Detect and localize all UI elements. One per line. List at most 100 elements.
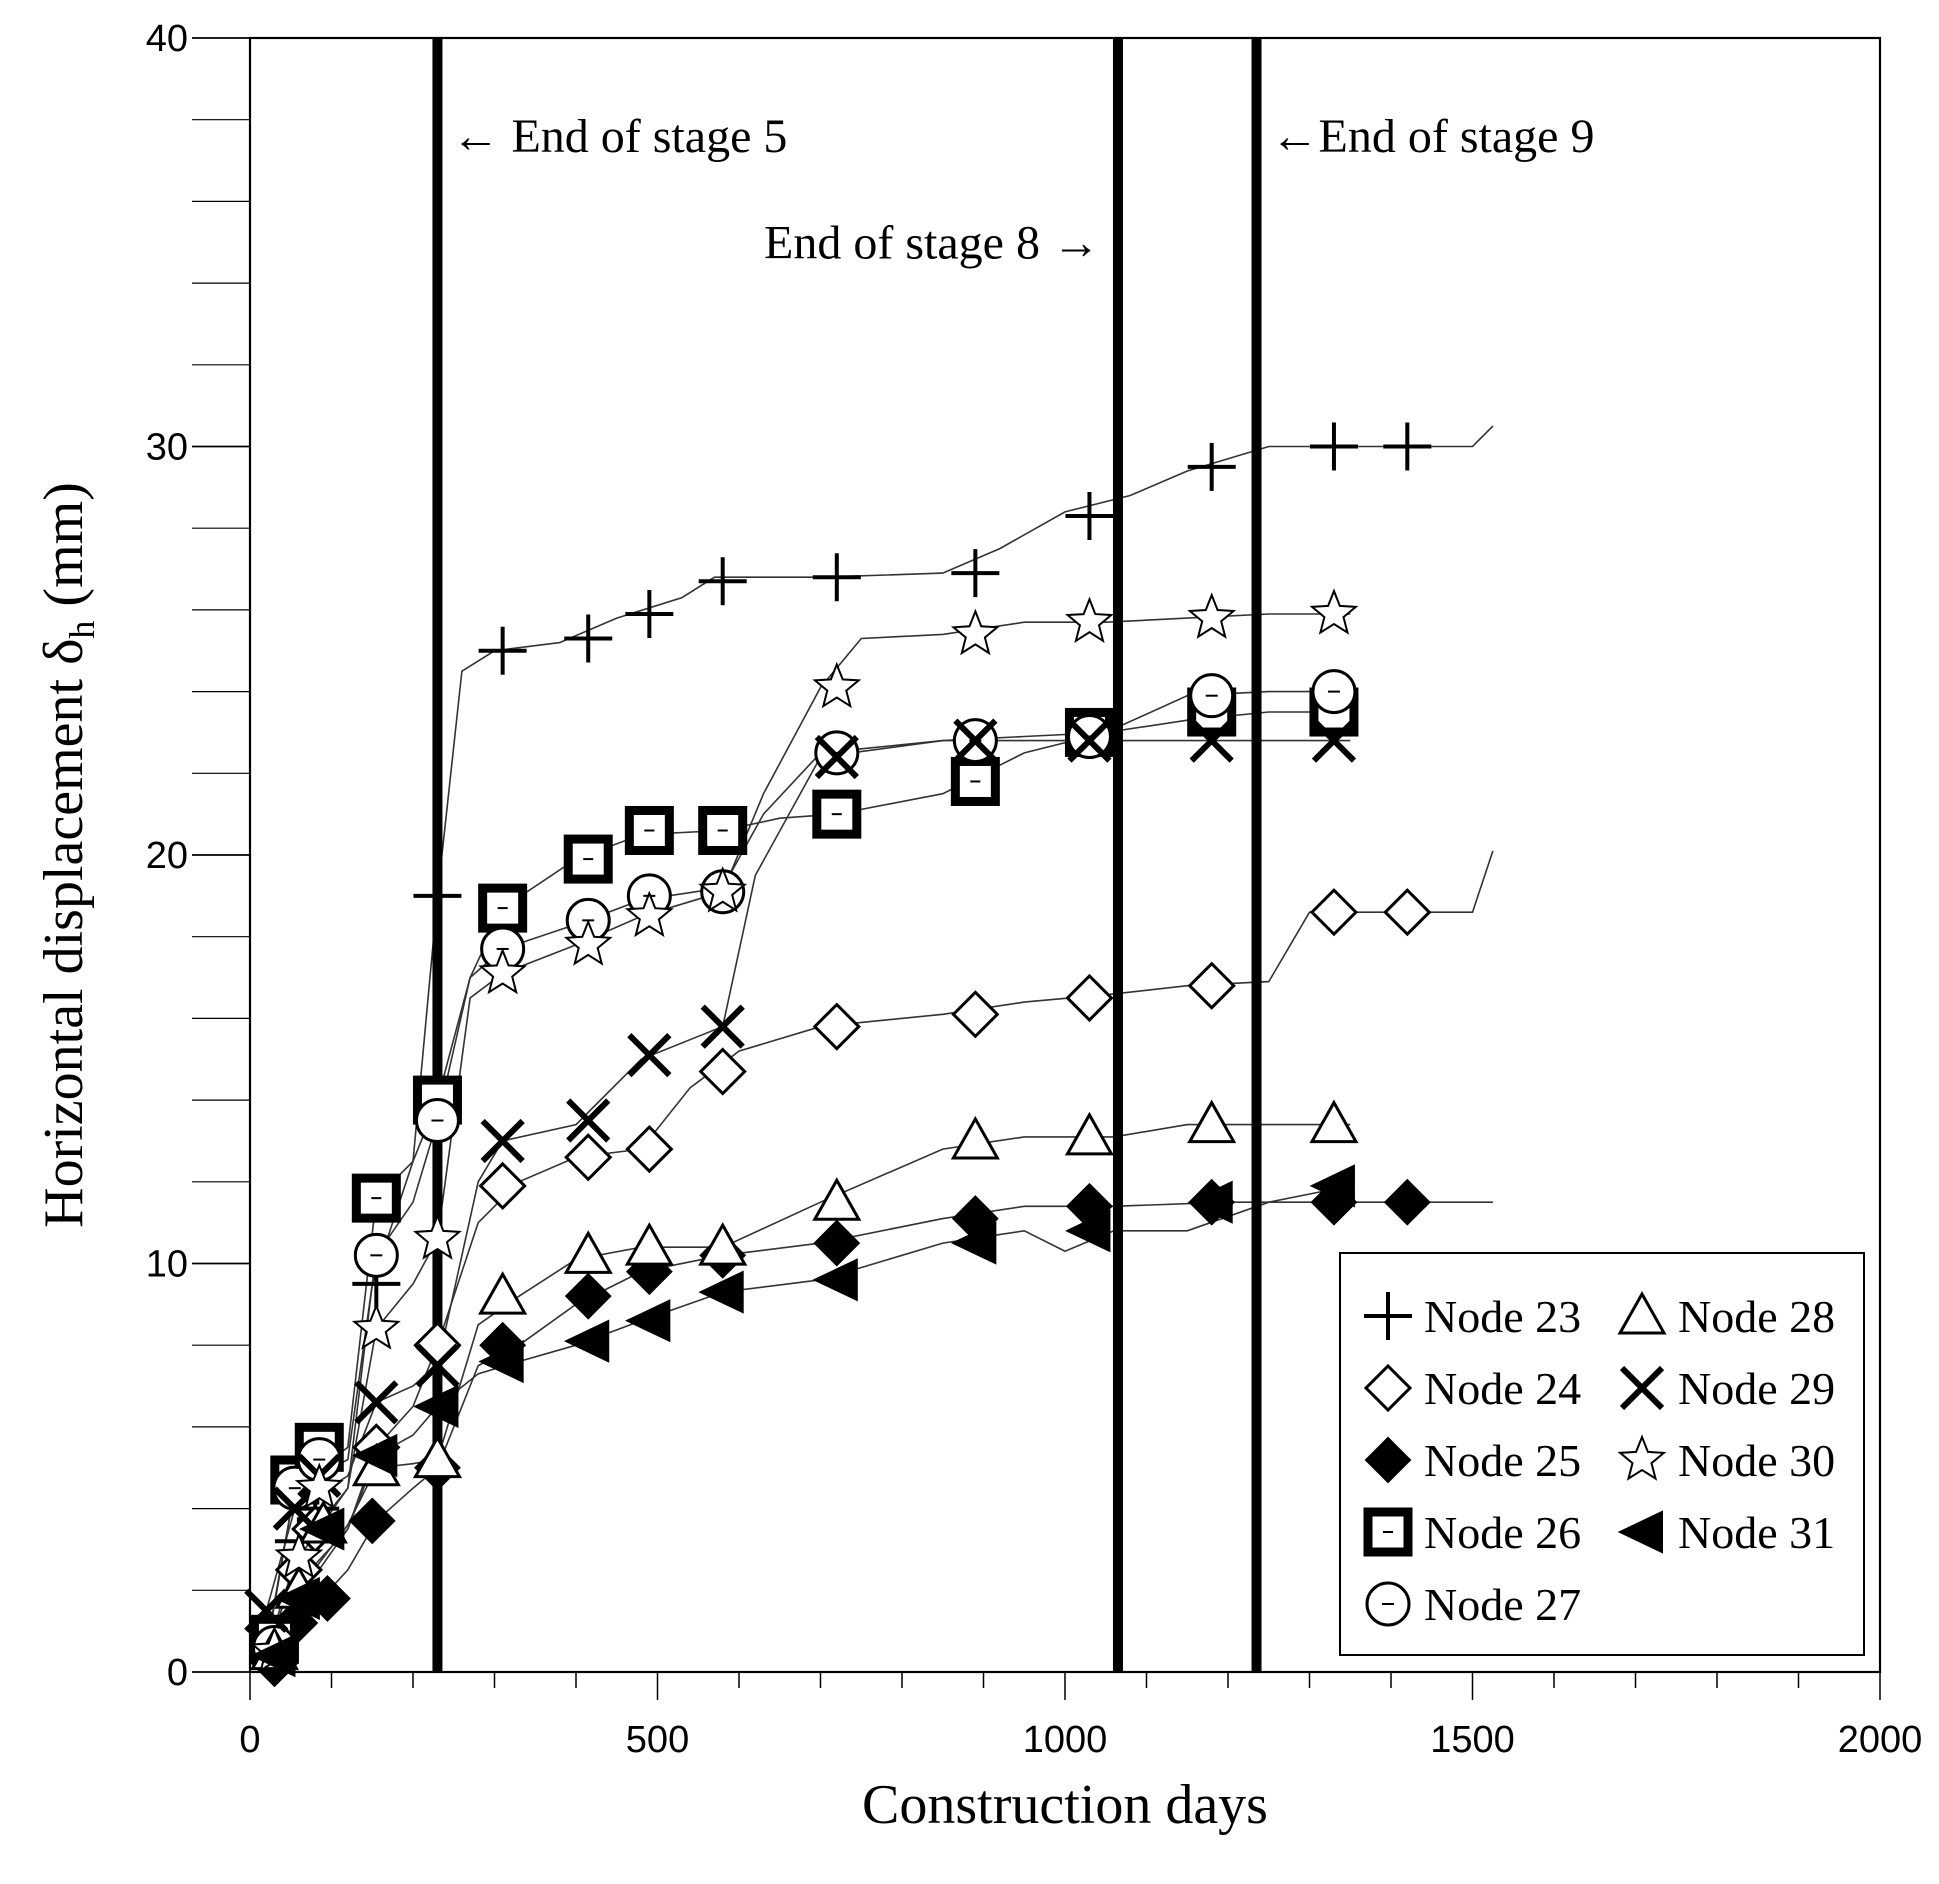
triangle-left-marker [563, 1319, 610, 1363]
cross-marker [566, 1098, 611, 1143]
cross-marker [1189, 718, 1234, 763]
data-point-node-24 [478, 1161, 527, 1211]
legend-item: Node 27 [1365, 1579, 1581, 1630]
data-point-node-26 [950, 756, 1000, 806]
data-point-node-31 [299, 1507, 345, 1551]
legend-marker-node-31 [1617, 1510, 1663, 1554]
data-point-node-23 [478, 626, 527, 675]
diamond-marker [698, 1047, 747, 1096]
star-marker [294, 1462, 344, 1510]
plus-marker [625, 589, 674, 638]
triangle-marker [1309, 1099, 1359, 1144]
diamond-marker [413, 1321, 462, 1370]
legend-item: Node 31 [1617, 1507, 1835, 1558]
data-point-node-30 [1309, 588, 1359, 635]
data-point-node-29 [814, 734, 859, 780]
y-axis-title: Horizontal displacement δh (mm) [33, 482, 102, 1228]
legend-label: Node 26 [1424, 1507, 1581, 1558]
data-point-node-24 [1309, 888, 1359, 937]
triangle-left-marker [1617, 1510, 1663, 1554]
star-marker [1309, 588, 1359, 635]
x-axis-title: Construction days [862, 1774, 1268, 1836]
data-point-node-23 [564, 614, 613, 663]
data-point-node-26 [563, 834, 613, 884]
data-point-node-30 [563, 919, 613, 966]
data-point-node-26 [698, 805, 748, 855]
data-point-node-31 [1309, 1164, 1355, 1208]
data-point-node-29 [700, 1004, 745, 1049]
data-point-node-31 [698, 1270, 744, 1314]
data-point-node-28 [478, 1271, 528, 1315]
x-tick-labels: 0 500 1000 1500 2000 [239, 1719, 1922, 1761]
data-point-node-27 [414, 1098, 460, 1144]
data-point-node-28 [812, 1177, 862, 1221]
data-point-node-31 [951, 1221, 997, 1265]
stage-lines: ← End of stage 5 End of stage 8 → ←End of … [432, 38, 1594, 1672]
data-point-node-24 [812, 1002, 861, 1051]
diamond-marker [1363, 1363, 1413, 1413]
data-point-node-31 [812, 1258, 858, 1302]
data-point-node-29 [953, 718, 998, 763]
legend-marker-node-23 [1364, 1292, 1412, 1340]
y-tick-label: 20 [146, 835, 188, 877]
legend-marker-node-26 [1363, 1507, 1413, 1557]
triangle-marker [563, 1230, 613, 1274]
data-point-node-30 [274, 1531, 324, 1579]
data-point-node-28 [950, 1115, 1000, 1160]
star-marker [1065, 596, 1114, 644]
triangle-left-marker [1187, 1180, 1233, 1224]
data-point-node-23 [625, 589, 674, 638]
plus-marker [413, 871, 462, 920]
legend-marker-node-28 [1617, 1290, 1667, 1335]
star-marker [274, 1531, 324, 1579]
square-marker [563, 834, 613, 884]
triangle-marker [1064, 1111, 1115, 1156]
data-point-node-31 [1065, 1209, 1111, 1253]
legend-label: Node 30 [1678, 1435, 1835, 1486]
triangle-left-marker [1065, 1209, 1111, 1253]
data-point-node-31 [250, 1634, 296, 1678]
star-marker [478, 947, 528, 995]
diamond-marker [1309, 888, 1359, 937]
star-marker [1617, 1434, 1667, 1481]
cross-marker [480, 1118, 525, 1164]
legend: Node 23 Node 24 Node 25 Node 26 Node 27 Node … [1339, 1252, 1865, 1656]
plus-marker [951, 549, 1000, 598]
legend-item: Node 25 [1364, 1435, 1581, 1486]
data-point-node-31 [563, 1319, 610, 1363]
plus-marker [1383, 422, 1432, 471]
diamond-filled-marker [564, 1272, 612, 1320]
data-point-node-27 [353, 1232, 399, 1278]
star-marker [624, 890, 674, 938]
diamond-marker [951, 990, 1000, 1039]
data-point-node-29 [480, 1118, 525, 1164]
triangle-marker [1617, 1290, 1667, 1335]
data-point-node-31 [1187, 1180, 1233, 1224]
cross-marker [627, 1033, 672, 1078]
data-point-node-29 [627, 1033, 672, 1078]
data-point-node-24 [698, 1047, 747, 1096]
data-point-node-24 [564, 1133, 613, 1182]
diamond-marker [1187, 961, 1236, 1010]
series-line-node-25 [265, 1201, 1493, 1665]
data-point-node-23 [1383, 422, 1432, 471]
star-marker [563, 919, 613, 966]
legend-label: Node 23 [1424, 1291, 1581, 1342]
cross-marker [953, 718, 998, 763]
data-point-node-29 [1311, 718, 1357, 763]
data-point-node-30 [294, 1462, 344, 1510]
data-point-node-24 [1187, 961, 1236, 1010]
diamond-filled-marker [813, 1219, 861, 1267]
cross-marker [1619, 1365, 1665, 1411]
legend-label: Node 29 [1678, 1363, 1835, 1414]
triangle-left-marker [625, 1299, 671, 1343]
diamond-marker [812, 1002, 861, 1051]
triangle-left-marker [951, 1221, 997, 1265]
legend-item: Node 30 [1617, 1434, 1835, 1486]
legend-marker-node-29 [1619, 1365, 1665, 1411]
data-point-node-31 [413, 1384, 459, 1429]
legend-item: Node 29 [1619, 1363, 1835, 1414]
triangle-left-marker [413, 1384, 459, 1429]
star-marker [413, 1213, 462, 1260]
y-axis-title-main: Horizontal displacement δ [33, 639, 95, 1228]
